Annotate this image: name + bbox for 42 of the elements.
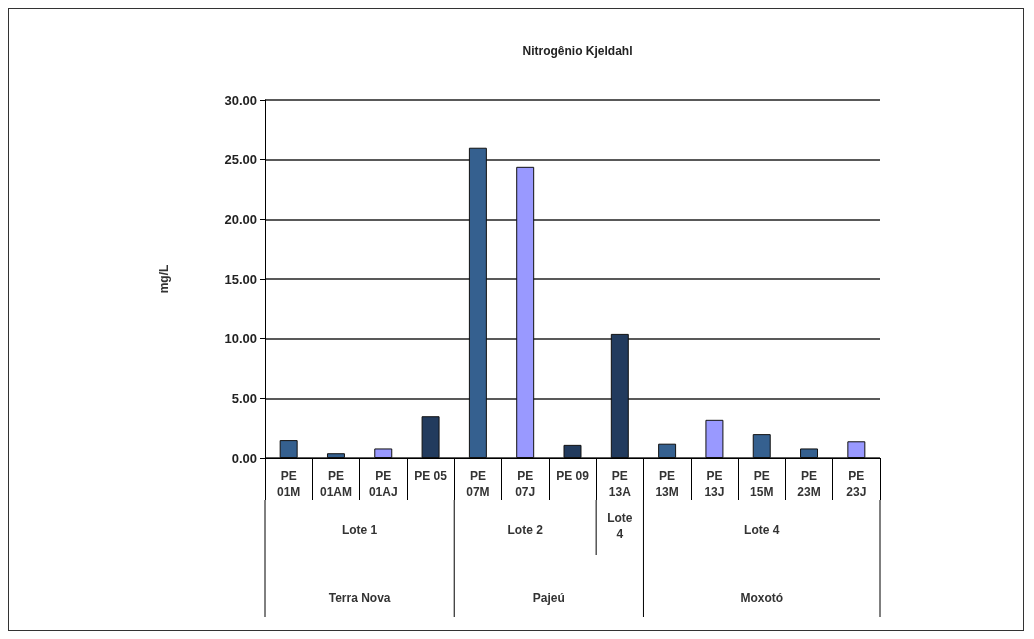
- bar: [752, 434, 771, 458]
- bar: [610, 333, 629, 458]
- x-tick-label: PE 05: [414, 469, 448, 483]
- x-tick-label: PE 01M: [276, 469, 301, 499]
- y-tick-label: 5.00: [231, 390, 257, 406]
- bar: [516, 166, 535, 458]
- y-axis-title: mg/L: [157, 264, 171, 294]
- x-tick-label: PE 07M: [466, 469, 490, 499]
- x-tick-label: PE 23J: [846, 469, 867, 499]
- bar: [658, 443, 677, 458]
- y-tick-label: 15.00: [224, 271, 257, 287]
- x-tick-label: PE 13A: [608, 469, 632, 499]
- x-tick-label: PE 15M: [750, 469, 774, 499]
- y-tick-label: 30.00: [224, 92, 257, 108]
- text: Pajeú: [532, 591, 565, 605]
- text: Moxotó: [740, 591, 784, 605]
- text: Terra Nova: [328, 591, 391, 605]
- x-tick-label: PE 23M: [797, 469, 821, 499]
- x-tick-label: PE 09: [556, 469, 590, 483]
- y-tick-label: 20.00: [224, 211, 257, 227]
- x-tick-label: PE 13M: [655, 469, 679, 499]
- y-tick-label: 25.00: [224, 152, 257, 168]
- bar: [468, 147, 487, 458]
- bar: [800, 448, 819, 458]
- text: Lote 1: [341, 523, 378, 537]
- bar: [847, 441, 866, 458]
- text: Lote 4: [744, 523, 780, 537]
- x-tick-label: PE 07J: [515, 469, 536, 499]
- bar: [421, 416, 440, 458]
- chart-title: Nitrogênio Kjeldahl: [522, 44, 633, 58]
- bar: [326, 453, 345, 458]
- x-tick-label: PE 13J: [704, 469, 725, 499]
- bar: [705, 419, 724, 458]
- x-tick-label: PE 01AJ: [368, 469, 398, 499]
- bar: [563, 444, 582, 458]
- y-tick-label: 10.00: [224, 331, 257, 347]
- x-tick-label: PE 01AM: [319, 469, 352, 499]
- bar: [279, 440, 298, 458]
- bar: [374, 448, 393, 458]
- text: Lote 2: [507, 523, 544, 537]
- text: Lote 4: [607, 511, 633, 541]
- y-tick-label: 0.00: [231, 450, 257, 466]
